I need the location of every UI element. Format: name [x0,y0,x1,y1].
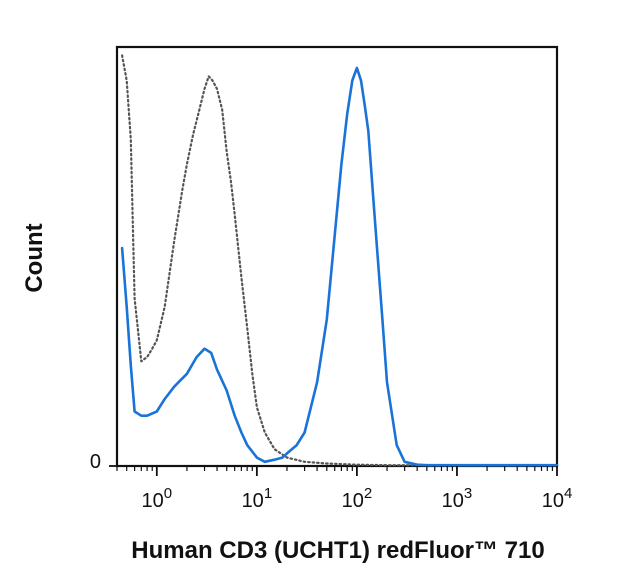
x-tick-label: 101 [242,485,273,512]
x-axis-label: Human CD3 (UCHT1) redFluor™ 710 [131,537,544,564]
plot-frame [115,45,559,468]
y-tick-label: 0 [90,451,101,473]
y-axis-label: Count [21,223,48,292]
solid-series-line [120,66,559,467]
x-tick-label: 100 [142,485,173,512]
x-tick-label: 104 [542,485,573,512]
x-tick-label: 102 [342,485,373,512]
x-tick-label: 103 [442,485,473,512]
dotted-series-line [121,54,559,467]
